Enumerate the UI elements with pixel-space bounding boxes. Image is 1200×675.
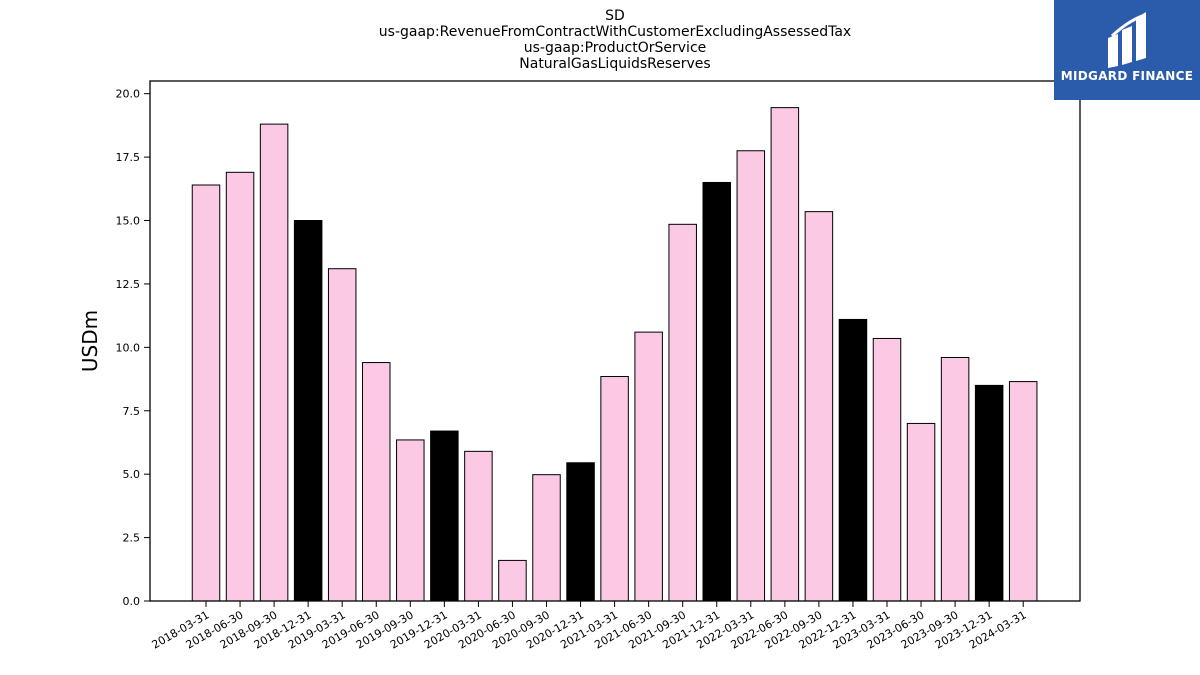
bar-2021-12-31 (702, 181, 731, 602)
bar-2021-06-30 (634, 331, 663, 602)
logo-text: MIDGARD FINANCE (1060, 69, 1194, 83)
chart-title-line-3: us-gaap:ProductOrService (524, 40, 707, 56)
chart-title-line-4: NaturalGasLiquidsReserves (519, 56, 710, 72)
bar-2022-06-30 (770, 107, 800, 602)
bar-2020-12-31 (566, 462, 595, 602)
bar-2020-03-31 (464, 450, 493, 602)
y-axis: 0.0 2.5 5.0 7.5 10.0 12.5 15.0 17.5 20.0 (116, 88, 150, 608)
plot-frame (149, 80, 1081, 602)
bar-2023-06-30 (906, 422, 936, 602)
chart-title-line-1: SD (605, 8, 625, 24)
bar-2018-06-30 (225, 171, 255, 602)
y-tick-label: 2.5 (123, 532, 141, 545)
y-tick-label: 5.0 (123, 468, 141, 481)
y-tick-label: 12.5 (116, 278, 141, 291)
bar-2022-09-30 (804, 211, 834, 602)
y-tick-label: 0.0 (123, 595, 141, 608)
bar-2020-06-30 (498, 559, 527, 602)
y-axis-label: USDm (78, 310, 102, 372)
bar-2019-03-31 (327, 268, 357, 602)
x-axis: 2018-03-312018-06-302018-09-302018-12-31… (150, 601, 1029, 652)
bar-2022-03-31 (736, 150, 766, 602)
chart-title-line-2: us-gaap:RevenueFromContractWithCustomerE… (379, 24, 851, 40)
bar-2023-12-31 (974, 384, 1004, 602)
bar-series (191, 107, 1038, 602)
y-tick-label: 7.5 (123, 405, 141, 418)
bar-2023-09-30 (940, 356, 970, 602)
brand-logo: MIDGARD FINANCE (1054, 0, 1200, 100)
y-tick-label: 15.0 (116, 215, 141, 228)
bar-2019-12-31 (430, 430, 459, 602)
bar-2023-03-31 (872, 337, 902, 602)
y-tick-label: 17.5 (116, 151, 141, 164)
bar-2021-09-30 (668, 223, 697, 602)
midgard-logo-icon (1108, 12, 1146, 68)
bar-2019-09-30 (396, 439, 425, 602)
bar-2020-09-30 (532, 474, 561, 602)
bar-2022-12-31 (838, 318, 868, 602)
bar-2018-03-31 (191, 184, 221, 602)
bar-2018-12-31 (293, 220, 323, 602)
bar-2021-03-31 (600, 376, 629, 602)
y-tick-label: 20.0 (116, 88, 141, 101)
bar-2019-06-30 (362, 362, 391, 602)
bar-2024-03-31 (1008, 381, 1038, 602)
y-tick-label: 10.0 (116, 341, 141, 354)
bar-2018-09-30 (259, 123, 289, 602)
chart-title: SD us-gaap:RevenueFromContractWithCustom… (379, 8, 851, 72)
